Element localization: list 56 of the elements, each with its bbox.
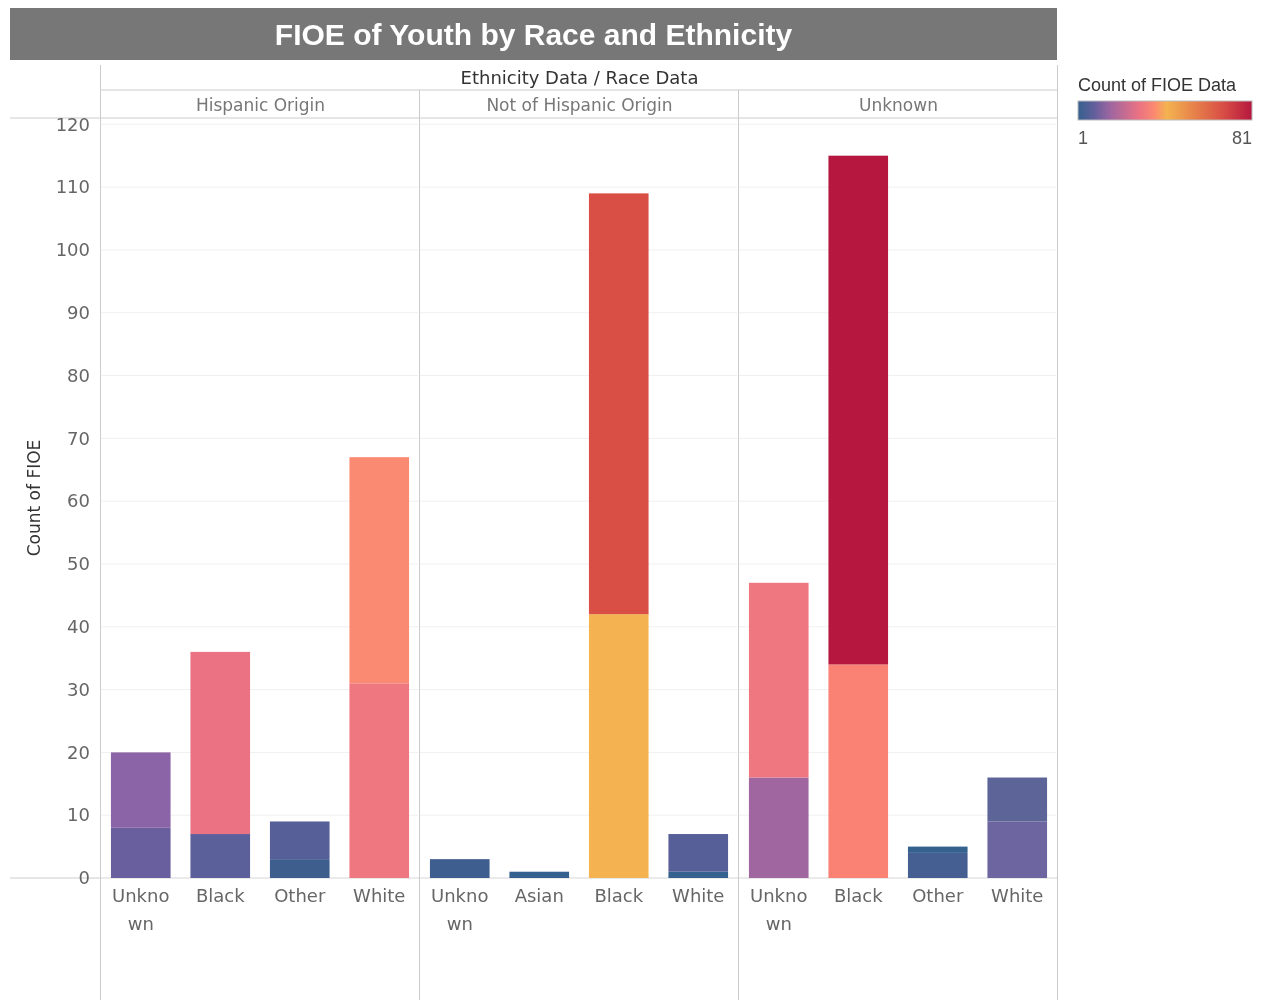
color-bar-title: Count of FIOE Data	[1078, 75, 1238, 95]
y-tick-label: 50	[67, 553, 90, 575]
bar	[190, 651, 251, 835]
x-tick-label: Asian	[514, 885, 564, 906]
bar	[588, 193, 649, 615]
chart-subtitle: Hispanic Origin	[195, 95, 326, 115]
bar	[269, 859, 330, 878]
y-tick-label: 70	[67, 427, 90, 449]
bar	[429, 859, 490, 878]
bar	[349, 457, 410, 684]
x-tick-label: White	[353, 885, 406, 906]
bar	[828, 155, 889, 665]
y-tick-label: 10	[67, 804, 90, 826]
chart-subtitle: Unknown	[859, 95, 938, 115]
y-tick-label: 40	[67, 616, 90, 638]
x-tick-label: Unknown	[750, 885, 808, 934]
chart-subtitle: Not of Hispanic Origin	[486, 95, 673, 115]
x-tick-label: White	[991, 885, 1044, 906]
bar	[907, 852, 968, 878]
bar	[748, 582, 809, 778]
y-tick-label: 0	[78, 867, 90, 889]
bar	[907, 846, 968, 853]
x-tick-label: White	[672, 885, 725, 906]
text: Ethnicity Data / Race Data	[460, 67, 699, 88]
y-tick-label: 80	[67, 364, 90, 386]
x-tick-label: Other	[912, 885, 964, 906]
bar	[987, 777, 1048, 822]
text: FIOE of Youth by Race and Ethnicity	[274, 17, 793, 51]
y-tick-label: 120	[55, 113, 90, 135]
color-bar-label: 1	[1078, 128, 1089, 148]
bar	[110, 752, 171, 828]
y-tick-label: 100	[55, 239, 90, 261]
color-bar-label: 81	[1231, 128, 1252, 148]
x-tick-label: Unknown	[112, 885, 170, 934]
bar	[509, 871, 570, 878]
y-tick-label: 30	[67, 678, 90, 700]
bar	[987, 821, 1048, 878]
bar	[668, 871, 729, 878]
x-tick-label: Black	[594, 885, 644, 906]
x-tick-label: Other	[274, 885, 326, 906]
bar	[588, 614, 649, 878]
y-tick-label: 90	[67, 302, 90, 324]
bar	[269, 821, 330, 860]
y-tick-label: 20	[67, 741, 90, 763]
y-tick-label: 110	[55, 176, 90, 198]
x-tick-label: Black	[195, 885, 246, 906]
bar	[748, 777, 809, 878]
bar	[828, 664, 889, 878]
bar	[349, 683, 410, 878]
y-axis-title: Count of FIOE	[24, 439, 44, 557]
x-tick-label: Black	[833, 885, 884, 906]
x-tick-label: Unknown	[431, 885, 489, 934]
bar	[668, 834, 729, 872]
bar	[190, 834, 251, 878]
bar	[110, 827, 171, 878]
y-tick-label: 60	[67, 490, 90, 512]
